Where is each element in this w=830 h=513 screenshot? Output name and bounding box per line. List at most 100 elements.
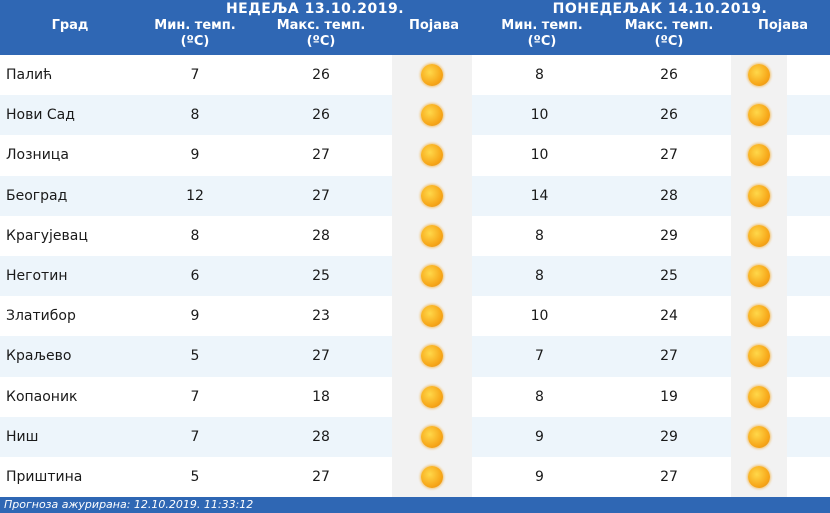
spacer-cell: [787, 216, 830, 256]
day1-max-temp: 26: [250, 95, 392, 136]
day1-min-temp: 7: [140, 416, 250, 457]
day2-max-temp: 25: [607, 255, 731, 297]
spacer-cell: [787, 95, 830, 136]
sun-icon: [421, 144, 443, 167]
day2-max-temp: 29: [607, 416, 731, 457]
sun-icon: [421, 345, 443, 368]
day2-phenomenon-header: Појава: [757, 18, 809, 33]
day2-max-temp: 19: [660, 388, 678, 405]
day2-min-temp: 10: [530, 147, 549, 164]
day2-min-temp: 8: [535, 388, 544, 405]
day1-phenomenon: [392, 255, 472, 297]
day2-phenomenon: [731, 95, 787, 136]
table-row: Приштина 5 27 9 27: [0, 456, 830, 498]
sun-icon: [748, 465, 770, 488]
day1-phenomenon: [392, 55, 472, 96]
day1-max-temp: 27: [250, 336, 392, 377]
day2-phenomenon: [731, 215, 787, 256]
city-name: Београд: [0, 175, 140, 216]
sun-icon: [421, 224, 443, 247]
day2-min-temp: 10: [472, 95, 607, 136]
day2-max-temp: 27: [660, 147, 678, 164]
day2-max-temp: 27: [607, 336, 731, 377]
sun-icon: [748, 425, 770, 448]
day2-min-temp: 9: [535, 468, 544, 485]
day1-min-temp: 6: [140, 255, 250, 297]
day1-max-temp: 23: [312, 308, 330, 325]
sun-icon: [748, 184, 770, 207]
city-name: Палић: [6, 67, 53, 84]
max-temp-label: Макс. темп.: [276, 18, 366, 33]
day1-phenomenon: [392, 416, 472, 457]
day1-phenomenon: [392, 175, 472, 216]
day1-max-temp: 28: [312, 227, 330, 244]
table-row: Копаоник 7 18 8 19: [0, 376, 830, 417]
table-row: Неготин 6 25 8 25: [0, 255, 830, 297]
day1-max-temp: 27: [312, 468, 330, 485]
city-name: Крагујевац: [6, 227, 88, 244]
day2-phenomenon: [731, 336, 787, 377]
day1-max-temp: 27: [250, 175, 392, 216]
table-row: Нови Сад 8 26 10 26: [0, 95, 830, 136]
day1-max-temp: 27: [312, 147, 330, 164]
day2-phenomenon: [731, 416, 787, 457]
city-name: Нови Сад: [0, 95, 140, 136]
spacer-cell: [787, 55, 830, 95]
sun-icon: [748, 224, 770, 247]
sun-icon: [748, 104, 770, 127]
sun-icon: [421, 265, 443, 288]
day2-max-temp: 29: [660, 227, 678, 244]
spacer-cell: [787, 296, 830, 336]
day1-max-temp: 18: [312, 388, 330, 405]
day2-phenomenon: [731, 55, 787, 96]
day1-phenomenon: [392, 135, 472, 176]
table-row: Палић 7 26 8 26: [0, 55, 830, 96]
day2-max-temp: 26: [607, 95, 731, 136]
sun-icon: [748, 345, 770, 368]
day1-phenomenon: [392, 336, 472, 377]
day1-min-temp: 9: [190, 308, 200, 325]
day1-min-temp: 8: [190, 227, 200, 244]
day1-phenomenon-header: Појава: [408, 18, 460, 33]
day2-min-temp: 8: [535, 227, 544, 244]
day2-title: ПОНЕДЕЉАК 14.10.2019.: [552, 1, 768, 17]
day1-max-temp-header: Макс. темп. (ºC): [262, 18, 380, 50]
table-row: Београд 12 27 14 28: [0, 175, 830, 216]
day2-min-temp-header: Мин. темп. (ºC): [487, 18, 597, 50]
spacer-cell: [787, 255, 830, 297]
day1-min-temp: 5: [140, 336, 250, 377]
day2-max-temp: 26: [660, 67, 678, 84]
city-name: Краљево: [0, 336, 140, 377]
day1-min-temp: 7: [190, 388, 200, 405]
day1-max-temp: 28: [250, 416, 392, 457]
day1-title: НЕДЕЉА 13.10.2019.: [225, 1, 405, 17]
day2-min-temp: 9: [472, 416, 607, 457]
day2-min-temp: 10: [530, 308, 549, 325]
unit-label: (ºC): [180, 34, 210, 49]
day2-phenomenon: [731, 255, 787, 297]
day1-phenomenon: [392, 95, 472, 136]
city-name: Копаоник: [6, 388, 78, 405]
sun-icon: [421, 385, 443, 408]
city-name: Неготин: [0, 255, 140, 297]
day2-phenomenon: [731, 175, 787, 216]
table-row: Краљево 5 27 7 27: [0, 336, 830, 377]
sun-icon: [748, 385, 770, 408]
day2-max-temp-header: Макс. темп. (ºC): [610, 18, 728, 50]
day1-min-temp: 9: [190, 147, 200, 164]
day1-max-temp: 26: [312, 67, 330, 84]
sun-icon: [421, 104, 443, 127]
day2-min-temp: 8: [472, 255, 607, 297]
sun-icon: [421, 465, 443, 488]
day1-phenomenon: [392, 376, 472, 417]
table-row: Крагујевац 8 28 8 29: [0, 215, 830, 256]
update-footer: Прогноза ажурирана: 12.10.2019. 11:33:12: [0, 497, 830, 513]
day2-phenomenon: [731, 296, 787, 337]
day1-min-temp: 7: [190, 67, 200, 84]
min-temp-label: Мин. темп.: [154, 18, 236, 33]
city-name: Приштина: [6, 468, 83, 485]
min-temp-label: Мин. темп.: [501, 18, 583, 33]
sun-icon: [421, 425, 443, 448]
table-header: НЕДЕЉА 13.10.2019. ПОНЕДЕЉАК 14.10.2019.…: [0, 0, 830, 55]
